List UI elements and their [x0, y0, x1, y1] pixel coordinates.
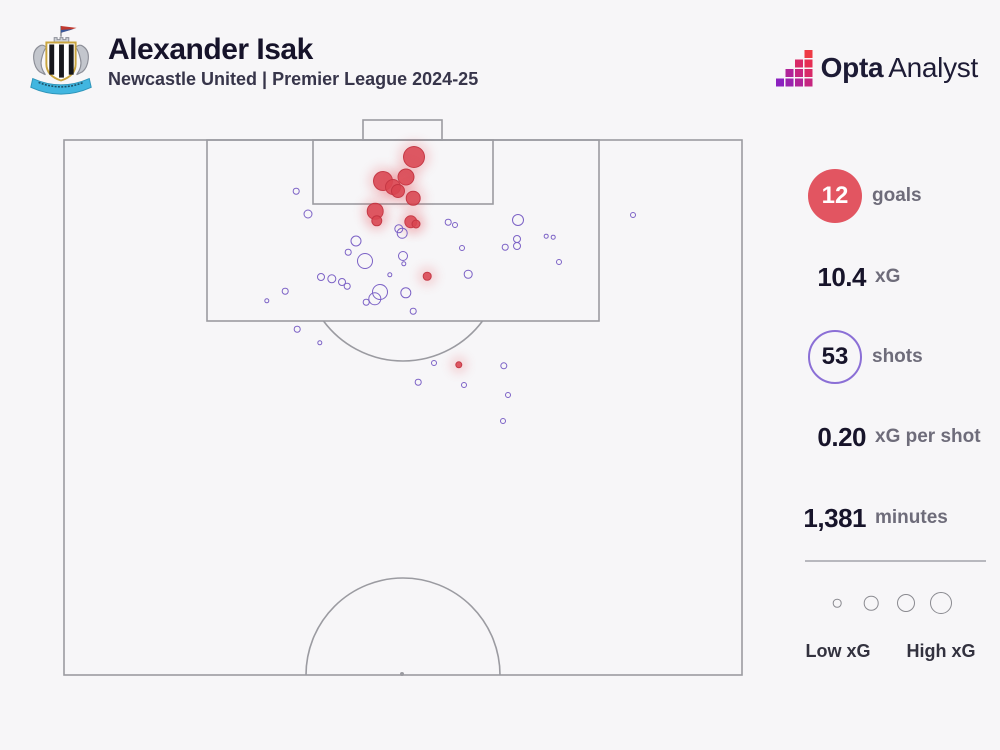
stat-row-minutes: 1,381 minutes	[800, 502, 948, 533]
page-title: Alexander Isak	[108, 33, 313, 66]
goal-marker	[397, 168, 415, 186]
brand-word-opta: Opta	[820, 52, 884, 83]
brand-logo: Opta Analyst	[774, 48, 978, 88]
shot-marker	[396, 227, 408, 239]
club-crest-icon	[30, 25, 92, 95]
shot-marker	[344, 248, 352, 256]
shot-marker	[409, 307, 417, 315]
shot-marker	[281, 287, 289, 295]
stat-row-xg: 10.4 xG	[800, 262, 900, 292]
shot-marker	[293, 325, 301, 333]
legend-size-circle	[930, 592, 952, 614]
legend-size-circle	[832, 598, 842, 608]
shot-marker	[512, 214, 524, 226]
shot-marker	[630, 212, 636, 218]
shot-marker	[317, 340, 323, 346]
shot-marker	[303, 209, 313, 219]
goal-frame	[362, 119, 443, 141]
legend-size-circle	[863, 595, 879, 611]
shot-marker	[500, 362, 508, 370]
goal-marker	[405, 190, 421, 206]
shot-marker	[556, 259, 562, 265]
opta-mark-icon	[775, 50, 813, 87]
minutes-label: minutes	[875, 507, 948, 528]
header: Alexander Isak Newcastle United | Premie…	[0, 0, 1000, 110]
xg-per-shot-label: xG per shot	[875, 426, 981, 447]
shot-marker	[550, 234, 556, 240]
goal-marker	[391, 184, 405, 198]
goal-marker	[422, 271, 432, 281]
xg-label: xG	[875, 266, 901, 287]
shot-marker	[543, 233, 549, 239]
goal-marker	[411, 219, 421, 229]
stat-row-xg-per-shot: 0.20 xG per shot	[800, 421, 981, 452]
shot-marker	[461, 382, 467, 388]
goal-marker	[371, 215, 383, 227]
page-subtitle: Newcastle United | Premier League 2024-2…	[108, 69, 479, 89]
shot-marker	[350, 235, 362, 247]
brand-wordmark: Opta Analyst	[820, 52, 979, 84]
shot-marker	[338, 278, 346, 286]
shot-marker	[327, 274, 337, 284]
title-block: Alexander Isak Newcastle United | Premie…	[108, 34, 478, 90]
centre-circle-arc	[305, 577, 501, 676]
shot-marker	[292, 187, 300, 195]
shot-marker	[387, 272, 393, 278]
shot-marker	[501, 243, 509, 251]
shot-marker	[463, 269, 473, 279]
stat-row-goals: 12 goals	[800, 168, 922, 224]
xg-per-shot-value: 0.20	[817, 421, 866, 452]
shot-marker	[398, 251, 408, 261]
legend-low-label: Low xG	[805, 641, 871, 661]
shot-marker	[444, 218, 452, 226]
goal-marker	[455, 361, 463, 369]
legend-high-label: High xG	[906, 641, 976, 661]
shot-marker	[401, 261, 407, 267]
stat-row-shots: 53 shots	[800, 329, 923, 385]
shot-marker	[414, 378, 422, 386]
shot-marker	[357, 253, 373, 269]
shot-marker	[500, 418, 506, 424]
goals-label: goals	[872, 185, 922, 206]
shot-marker	[317, 273, 325, 281]
pitch-boundary	[63, 139, 743, 676]
shots-badge: 53	[808, 330, 862, 384]
xg-value: 10.4	[817, 261, 866, 292]
shot-marker	[264, 298, 270, 304]
shot-marker	[431, 360, 437, 366]
legend-divider	[805, 560, 986, 562]
legend-size-circle	[897, 594, 915, 612]
shot-marker	[343, 282, 351, 290]
shot-marker	[400, 287, 412, 299]
shot-marker	[505, 392, 511, 398]
shot-marker	[459, 245, 465, 251]
penalty-area	[206, 139, 600, 322]
shot-marker	[362, 298, 370, 306]
centre-spot	[400, 672, 404, 676]
penalty-arc	[322, 320, 484, 362]
shot-marker	[513, 242, 521, 250]
goal-marker	[403, 146, 425, 168]
brand-word-analyst: Analyst	[888, 52, 978, 83]
shots-label: shots	[872, 346, 923, 367]
minutes-value: 1,381	[803, 502, 866, 533]
goals-badge: 12	[808, 169, 862, 223]
shot-marker	[452, 222, 458, 228]
